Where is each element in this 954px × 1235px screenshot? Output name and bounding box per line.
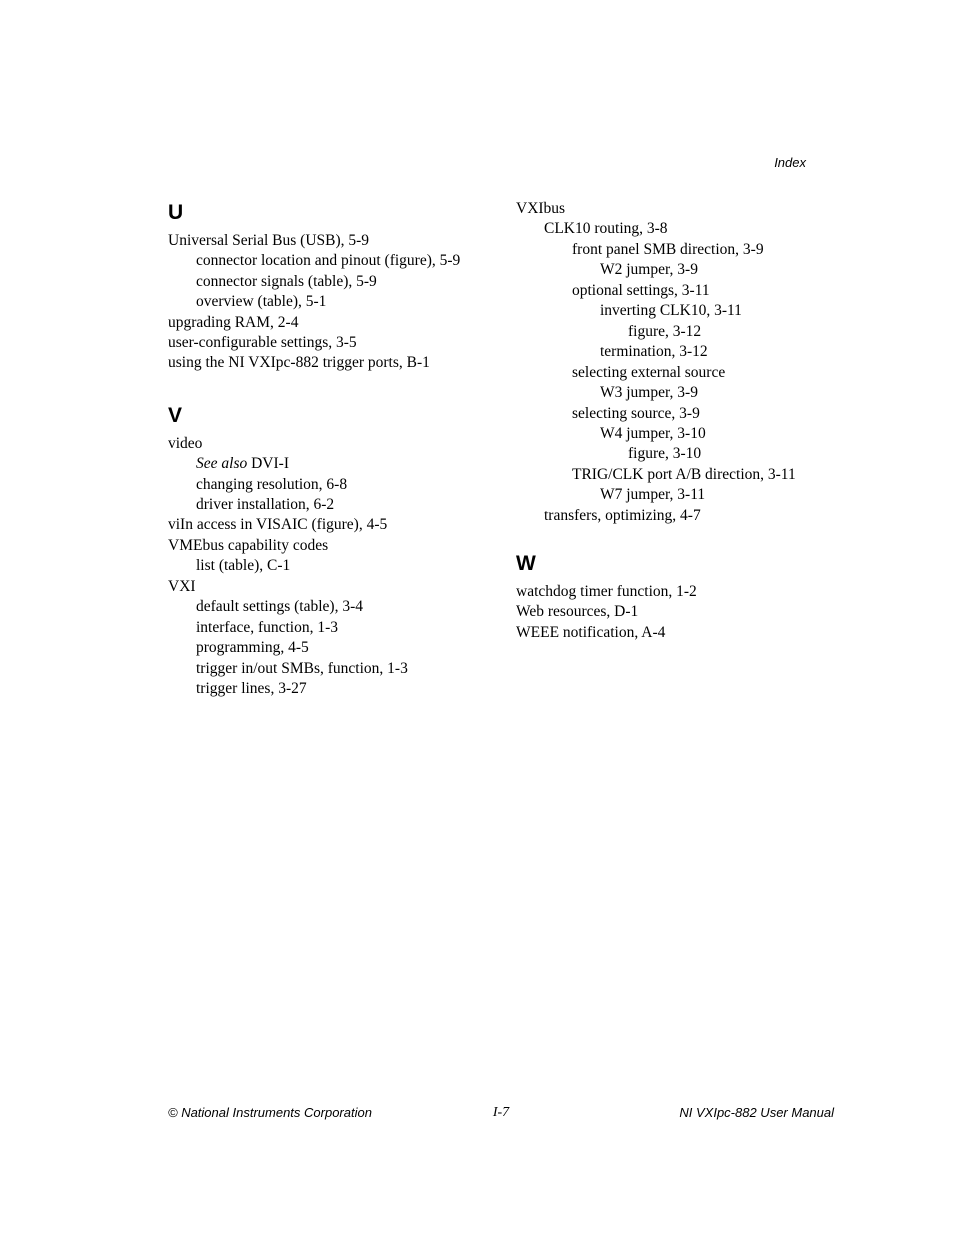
index-columns: U Universal Serial Bus (USB), 5-9 connec… <box>168 199 834 700</box>
index-entry: trigger lines, 3-27 <box>196 679 486 699</box>
index-entry: default settings (table), 3-4 <box>196 597 486 617</box>
footer-copyright: © National Instruments Corporation <box>168 1105 372 1120</box>
index-entry: Universal Serial Bus (USB), 5-9 <box>168 231 486 251</box>
index-entry: watchdog timer function, 1-2 <box>516 582 834 602</box>
index-entry: driver installation, 6-2 <box>196 495 486 515</box>
index-entry: connector location and pinout (figure), … <box>196 251 486 271</box>
index-entry: upgrading RAM, 2-4 <box>168 313 486 333</box>
index-entry: TRIG/CLK port A/B direction, 3-11 <box>572 465 834 485</box>
index-entry: VMEbus capability codes <box>168 536 486 556</box>
index-entry: W7 jumper, 3-11 <box>600 485 834 505</box>
column-left: U Universal Serial Bus (USB), 5-9 connec… <box>168 199 486 700</box>
column-right: VXIbus CLK10 routing, 3-8 front panel SM… <box>516 199 834 700</box>
index-entry: inverting CLK10, 3-11 <box>600 301 834 321</box>
index-entry: optional settings, 3-11 <box>572 281 834 301</box>
index-entry: front panel SMB direction, 3-9 <box>572 240 834 260</box>
index-entry: interface, function, 1-3 <box>196 618 486 638</box>
index-entry: list (table), C-1 <box>196 556 486 576</box>
section-heading-v: V <box>168 402 486 430</box>
index-entry: viIn access in VISAIC (figure), 4-5 <box>168 515 486 535</box>
see-also-target: DVI-I <box>247 455 289 472</box>
footer-page-number: I-7 <box>493 1105 509 1121</box>
footer-manual-title: NI VXIpc-882 User Manual <box>679 1105 834 1120</box>
index-entry: selecting source, 3-9 <box>572 404 834 424</box>
index-entry: See also DVI-I <box>196 454 486 474</box>
index-entry: overview (table), 5-1 <box>196 292 486 312</box>
section-heading-w: W <box>516 550 834 578</box>
index-entry: CLK10 routing, 3-8 <box>544 219 834 239</box>
index-entry: connector signals (table), 5-9 <box>196 272 486 292</box>
index-entry: video <box>168 434 486 454</box>
index-entry: transfers, optimizing, 4-7 <box>544 506 834 526</box>
index-entry: figure, 3-12 <box>628 322 834 342</box>
index-entry: user-configurable settings, 3-5 <box>168 333 486 353</box>
index-entry: W3 jumper, 3-9 <box>600 383 834 403</box>
index-entry: trigger in/out SMBs, function, 1-3 <box>196 659 486 679</box>
index-entry: programming, 4-5 <box>196 638 486 658</box>
index-entry: using the NI VXIpc-882 trigger ports, B-… <box>168 353 486 373</box>
index-entry: W4 jumper, 3-10 <box>600 424 834 444</box>
index-entry: changing resolution, 6-8 <box>196 475 486 495</box>
index-entry: W2 jumper, 3-9 <box>600 260 834 280</box>
index-entry: selecting external source <box>572 363 834 383</box>
header-index-label: Index <box>774 155 806 170</box>
index-page: Index U Universal Serial Bus (USB), 5-9 … <box>0 0 954 700</box>
index-entry: VXI <box>168 577 486 597</box>
page-footer: © National Instruments Corporation I-7 N… <box>168 1105 834 1120</box>
index-entry: figure, 3-10 <box>628 444 834 464</box>
index-entry: VXIbus <box>516 199 834 219</box>
see-also-label: See also <box>196 455 247 472</box>
index-entry: Web resources, D-1 <box>516 602 834 622</box>
index-entry: termination, 3-12 <box>600 342 834 362</box>
section-heading-u: U <box>168 199 486 227</box>
index-entry: WEEE notification, A-4 <box>516 623 834 643</box>
